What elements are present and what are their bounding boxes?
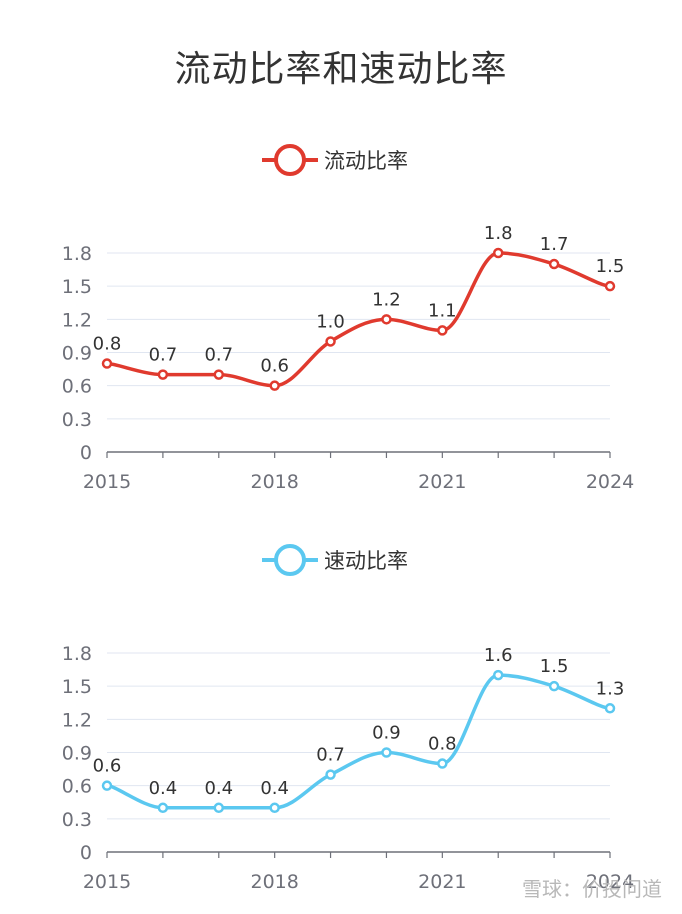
y-tick-label: 0.6 [62, 776, 92, 798]
y-tick-label: 0.3 [62, 409, 92, 431]
data-point [103, 360, 111, 368]
series-line [107, 675, 610, 808]
data-point [438, 760, 446, 768]
data-label: 1.0 [316, 311, 345, 332]
y-tick-label: 0.6 [62, 376, 92, 398]
x-tick-label: 2018 [250, 471, 298, 493]
x-tick-label: 2015 [83, 471, 131, 493]
legend-marker [276, 146, 304, 174]
data-label: 0.4 [149, 778, 178, 799]
data-point [103, 782, 111, 790]
data-label: 0.8 [428, 734, 457, 755]
data-label: 0.8 [93, 334, 122, 355]
data-label: 0.7 [204, 345, 233, 366]
data-point [382, 749, 390, 757]
data-label: 1.6 [484, 645, 513, 666]
data-point [494, 249, 502, 257]
data-label: 0.6 [260, 356, 289, 377]
data-label: 1.1 [428, 300, 457, 321]
data-point [438, 326, 446, 334]
y-tick-label: 1.2 [62, 709, 92, 731]
data-point [215, 371, 223, 379]
data-point [494, 671, 502, 679]
data-point [382, 315, 390, 323]
chart-current-ratio: 流动比率 0 0.3 0.6 0.9 1.2 1.5 1.8 2015 2018 2021 2024 0… [62, 146, 634, 493]
x-tick-label: 2021 [418, 871, 466, 893]
data-point [271, 382, 279, 390]
x-tick-label: 2018 [250, 871, 298, 893]
charts-canvas: 流动比率00.30.60.91.21.51.82015 2018 2021 20240… [0, 0, 682, 914]
x-tick-label: 2015 [83, 871, 131, 893]
data-label: 1.2 [372, 289, 401, 310]
y-tick-label: 1.5 [62, 276, 92, 298]
data-point [606, 282, 614, 290]
y-tick-label: 0.3 [62, 809, 92, 831]
data-point [159, 804, 167, 812]
data-label: 0.4 [260, 778, 289, 799]
y-tick-label: 1.8 [62, 643, 92, 665]
y-tick-label: 0.9 [62, 743, 92, 765]
data-label: 1.3 [596, 678, 625, 699]
data-point [271, 804, 279, 812]
y-tick-label: 1.8 [62, 243, 92, 265]
legend-label: 流动比率 [324, 149, 408, 173]
data-point [215, 804, 223, 812]
data-label: 1.8 [484, 223, 513, 244]
data-point [159, 371, 167, 379]
data-label: 1.5 [540, 656, 569, 677]
data-point [550, 682, 558, 690]
data-point [327, 337, 335, 345]
y-tick-label: 0 [80, 842, 92, 864]
data-label: 0.6 [93, 756, 122, 777]
data-point [606, 704, 614, 712]
data-point [550, 260, 558, 268]
y-tick-label: 1.2 [62, 309, 92, 331]
watermark-text: 雪球：价投问道 [522, 877, 662, 901]
legend-marker [276, 546, 304, 574]
data-label: 0.9 [372, 723, 401, 744]
data-label: 0.7 [149, 345, 178, 366]
data-label: 1.7 [540, 234, 569, 255]
x-tick-label: 2021 [418, 471, 466, 493]
y-tick-label: 1.5 [62, 676, 92, 698]
legend-label: 速动比率 [324, 549, 408, 573]
data-label: 0.4 [204, 778, 233, 799]
x-tick-label: 2024 [586, 471, 634, 493]
data-label: 0.7 [316, 745, 345, 766]
data-point [327, 771, 335, 779]
y-tick-label: 0 [80, 442, 92, 464]
data-label: 1.5 [596, 256, 625, 277]
y-tick-label: 0.9 [62, 343, 92, 365]
